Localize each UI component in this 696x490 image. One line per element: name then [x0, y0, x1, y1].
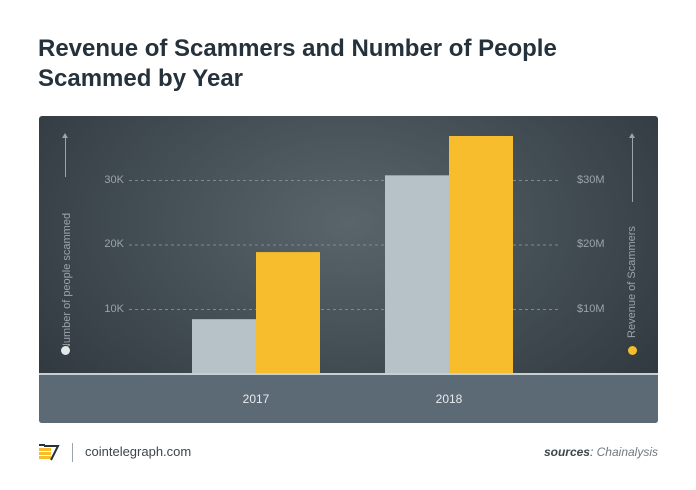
chart-title: Revenue of Scammers and Number of People… [38, 35, 557, 92]
y-right-arrow-up-icon [629, 133, 635, 138]
legend-dot-revenue [628, 346, 637, 355]
y-left-arrow-line [65, 137, 66, 177]
x-axis-band [39, 374, 658, 423]
y-left-axis-title: Number of people scammed [61, 212, 73, 352]
chart-panel: 30K 20K 10K $30M $20M $10M 2017 2018 Num… [39, 116, 658, 423]
x-tick-2018: 2018 [435, 392, 463, 406]
sources-name: Chainalysis [596, 445, 658, 459]
x-tick-2017: 2017 [242, 392, 270, 406]
x-axis-baseline [39, 373, 658, 375]
y-right-axis-title: Revenue of Scammers [626, 226, 638, 338]
y-right-tick-20m: $20M [577, 238, 605, 250]
legend-dot-people [61, 346, 70, 355]
bar-people-2017 [192, 319, 256, 374]
bar-people-2018 [385, 175, 449, 374]
bars-canvas [129, 135, 559, 374]
cointelegraph-logo-icon [39, 444, 60, 461]
y-left-tick-30k: 30K [104, 174, 124, 186]
sources-label: sources [543, 445, 590, 459]
sources-separator: : [589, 445, 597, 459]
bar-revenue-2017 [256, 252, 320, 374]
y-left-arrow-up-icon [62, 133, 68, 138]
y-right-tick-10m: $10M [577, 303, 605, 315]
site-link[interactable]: cointelegraph.com [85, 444, 192, 459]
sources-credit: sources: Chainalysis [544, 444, 658, 460]
y-right-tick-30m: $30M [577, 174, 605, 186]
bar-revenue-2018 [449, 135, 513, 374]
y-right-arrow-line [632, 137, 633, 202]
footer-divider [72, 443, 73, 462]
y-left-tick-20k: 20K [104, 238, 124, 250]
y-left-tick-10k: 10K [104, 303, 124, 315]
